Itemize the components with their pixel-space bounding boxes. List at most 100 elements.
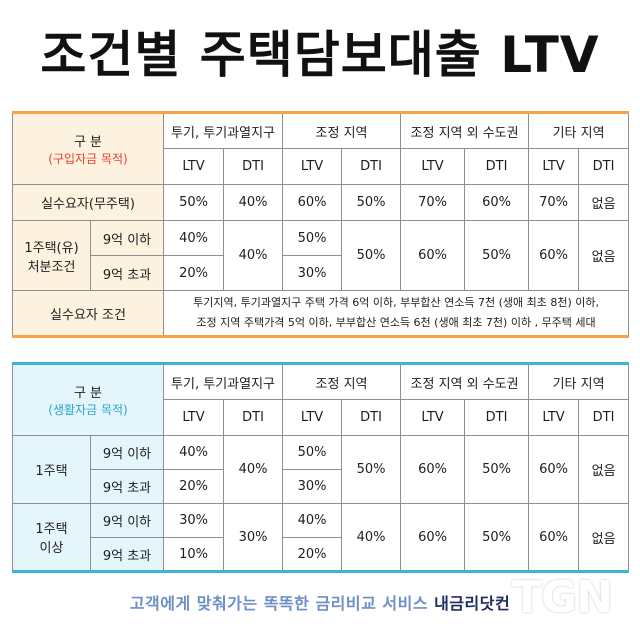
- table-cell: 50%: [341, 184, 402, 221]
- table-cell: 50%: [282, 220, 343, 256]
- ltv-header: LTV: [282, 148, 343, 185]
- category-subtitle: (구입자금 목적): [48, 152, 128, 166]
- category-label: 구 분: [73, 135, 103, 150]
- category-header: 구 분 (생활자금 목적): [11, 363, 165, 436]
- row-group-label: 1주택 이상: [12, 503, 91, 572]
- price-tier-label: 9억 이하: [89, 435, 165, 470]
- table-cell: 30%: [282, 255, 343, 291]
- table-row: 1주택 9억 이하 40% 40% 50% 50% 60% 50% 60% 없음: [12, 435, 630, 504]
- region-header-speculation: 투기, 투기과열지구: [163, 363, 284, 400]
- table-cell: 60%: [400, 220, 466, 291]
- table-cell: 60%: [464, 184, 530, 221]
- footer-tagline: 고객에게 맞춰가는 똑똑한 금리비교 서비스: [129, 594, 429, 613]
- category-label: 구 분: [73, 386, 103, 401]
- table-cell: 40%: [163, 435, 225, 470]
- table-cell: 없음: [578, 435, 630, 504]
- table-cell: 60%: [528, 435, 580, 504]
- ltv-header: LTV: [282, 399, 343, 436]
- table-cell: 20%: [163, 255, 225, 291]
- table-cell: 50%: [341, 435, 402, 504]
- footer-brand: 내금리닷컨: [434, 594, 511, 613]
- row-group-label-line1: 1주택(유): [24, 240, 79, 256]
- table-cell: 30%: [282, 469, 343, 504]
- table-cell: 40%: [223, 435, 284, 504]
- table-cell: 60%: [400, 503, 466, 572]
- condition-label: 실수요자 조건: [11, 290, 165, 337]
- row-group-label: 1주택(유) 처분조건: [12, 220, 91, 291]
- table-cell: 40%: [341, 503, 402, 572]
- category-subtitle: (생활자금 목적): [48, 403, 128, 417]
- table-cell: 50%: [464, 503, 530, 572]
- ltv-header: LTV: [400, 148, 466, 185]
- ltv-header: LTV: [163, 399, 225, 436]
- region-header-other: 기타 지역: [528, 112, 630, 149]
- dti-header: DTI: [341, 399, 402, 436]
- table-cell: 40%: [223, 184, 284, 221]
- table-cell: 40%: [282, 503, 343, 538]
- ltv-header: LTV: [163, 148, 225, 185]
- dti-header: DTI: [464, 148, 530, 185]
- row-group-label-line2: 이상: [39, 541, 64, 556]
- ltv-header: LTV: [528, 148, 580, 185]
- table-row: 9억 초과 20% 30%: [13, 255, 629, 291]
- region-header-other: 기타 지역: [528, 363, 630, 400]
- region-header-speculation: 투기, 투기과열지구: [163, 112, 284, 149]
- category-header: 구 분 (구입자금 목적): [11, 112, 165, 185]
- table-cell: 60%: [528, 220, 580, 291]
- table-cell: 50%: [282, 435, 343, 470]
- region-header-adjusted: 조정 지역: [282, 363, 402, 400]
- condition-line: 투기지역, 투기과열지구 주택 가격 6억 이하, 부부합산 연소득 7천 (생…: [193, 296, 599, 309]
- table-cell: 50%: [464, 435, 530, 504]
- table-cell: 60%: [528, 503, 580, 572]
- table-row: 실수요자(무주택) 50% 40% 60% 50% 70% 60% 70% 없음: [11, 184, 630, 221]
- table-cell: 10%: [163, 537, 225, 572]
- price-tier-label: 9억 초과: [89, 255, 165, 291]
- living-loan-table: 구 분 (생활자금 목적) 투기, 투기과열지구 조정 지역 조정 지역 외 수…: [11, 362, 630, 573]
- table-row: 9억 초과 20% 30%: [13, 469, 629, 504]
- table-cell: 70%: [400, 184, 466, 221]
- row-group-label-line2: 처분조건: [27, 259, 76, 275]
- row-group-label: 1주택: [12, 435, 91, 504]
- region-header-adjusted: 조정 지역: [282, 112, 402, 149]
- row-group-label-line1: 1주택: [35, 464, 68, 479]
- table-row: 1주택(유) 처분조건 9억 이하 40% 40% 50% 50% 60% 50…: [12, 220, 630, 291]
- price-tier-label: 9억 초과: [89, 469, 165, 504]
- table-cell: 없음: [578, 220, 630, 291]
- table-cell: 20%: [282, 537, 343, 572]
- dti-header: DTI: [223, 399, 284, 436]
- ltv-header: LTV: [400, 399, 466, 436]
- page-title: 조건별 주택담보대출 LTV: [40, 26, 600, 84]
- table-cell: 20%: [163, 469, 225, 504]
- ltv-header: LTV: [528, 399, 580, 436]
- footer-banner: 고객에게 맞춰가는 똑똑한 금리비교 서비스 내금리닷컨: [0, 590, 640, 614]
- region-header-metro: 조정 지역 외 수도권: [400, 112, 530, 149]
- price-tier-label: 9억 이하: [89, 503, 165, 538]
- purchase-loan-table: 구 분 (구입자금 목적) 투기, 투기과열지구 조정 지역 조정 지역 외 수…: [11, 111, 630, 338]
- table-cell: 40%: [163, 220, 225, 256]
- table-cell: 30%: [163, 503, 225, 538]
- price-tier-label: 9억 이하: [89, 220, 165, 256]
- table-cell: 없음: [578, 184, 630, 221]
- region-header-metro: 조정 지역 외 수도권: [400, 363, 530, 400]
- table-cell: 60%: [282, 184, 343, 221]
- table-cell: 50%: [341, 220, 402, 291]
- dti-header: DTI: [223, 148, 284, 185]
- price-tier-label: 9억 초과: [89, 537, 165, 572]
- condition-text: 투기지역, 투기과열지구 주택 가격 6억 이하, 부부합산 연소득 7천 (생…: [163, 290, 630, 337]
- row-group-label-line1: 1주택: [35, 522, 68, 537]
- table-cell: 50%: [163, 184, 225, 221]
- table-cell: 없음: [578, 503, 630, 572]
- table-cell: 70%: [528, 184, 580, 221]
- table-row: 1주택 이상 9억 이하 30% 30% 40% 40% 60% 50% 60%…: [12, 503, 630, 572]
- dti-header: DTI: [464, 399, 530, 436]
- condition-line: 조정 지역 주택가격 5억 이하, 부부합산 연소득 6천 (생애 최초 7천)…: [196, 316, 596, 329]
- dti-header: DTI: [578, 399, 630, 436]
- table-row: 9억 초과 10% 20%: [13, 537, 629, 572]
- table-cell: 30%: [223, 503, 284, 572]
- table-cell: 50%: [464, 220, 530, 291]
- watermark-logo: TGN: [512, 572, 613, 623]
- row-label-actual-demand: 실수요자(무주택): [11, 184, 165, 221]
- table-cell: 40%: [223, 220, 284, 291]
- table-row: 실수요자 조건 투기지역, 투기과열지구 주택 가격 6억 이하, 부부합산 연…: [11, 290, 630, 337]
- table-cell: 60%: [400, 435, 466, 504]
